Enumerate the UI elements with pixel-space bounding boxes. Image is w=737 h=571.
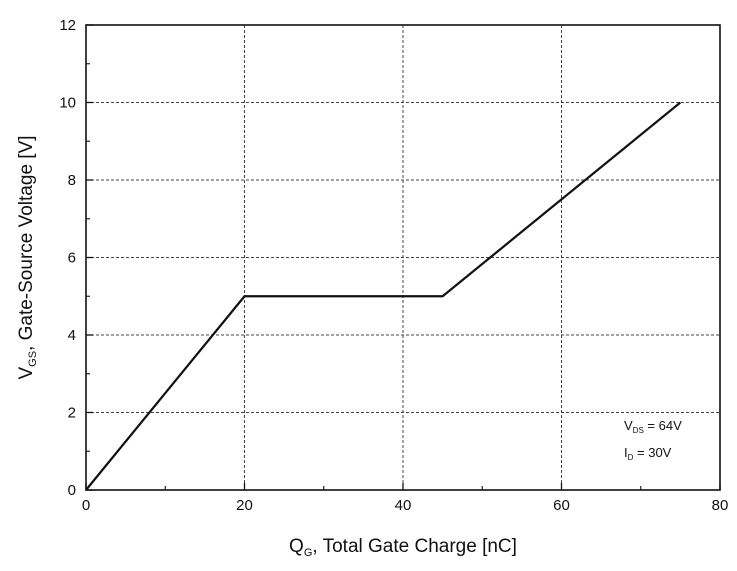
x-axis-title: QG, Total Gate Charge [nC] [289, 536, 517, 559]
annotation-vds: VDS = 64V [624, 418, 682, 435]
x-tick-label: 80 [712, 497, 729, 514]
y-tick-label: 12 [59, 17, 76, 34]
y-tick-label: 6 [68, 250, 76, 267]
annotation-id: ID = 30V [624, 445, 672, 462]
y-axis-title: VGS, Gate-Source Voltage [V] [16, 135, 39, 379]
x-tick-label: 0 [82, 497, 90, 514]
y-tick-label: 0 [68, 482, 76, 499]
y-tick-label: 10 [59, 95, 76, 112]
test-conditions-annotation: VDS = 64V ID = 30V [624, 418, 682, 462]
y-tick-label: 2 [68, 405, 76, 422]
x-tick-label: 40 [395, 497, 412, 514]
series-line [86, 103, 680, 491]
x-tick-label: 60 [553, 497, 570, 514]
y-tick-label: 4 [68, 327, 76, 344]
x-tick-label: 20 [236, 497, 253, 514]
y-tick-label: 8 [68, 172, 76, 189]
tick-labels: 0 20 40 60 80 0 2 4 6 8 10 12 [59, 17, 728, 514]
series-layer [86, 102, 680, 490]
